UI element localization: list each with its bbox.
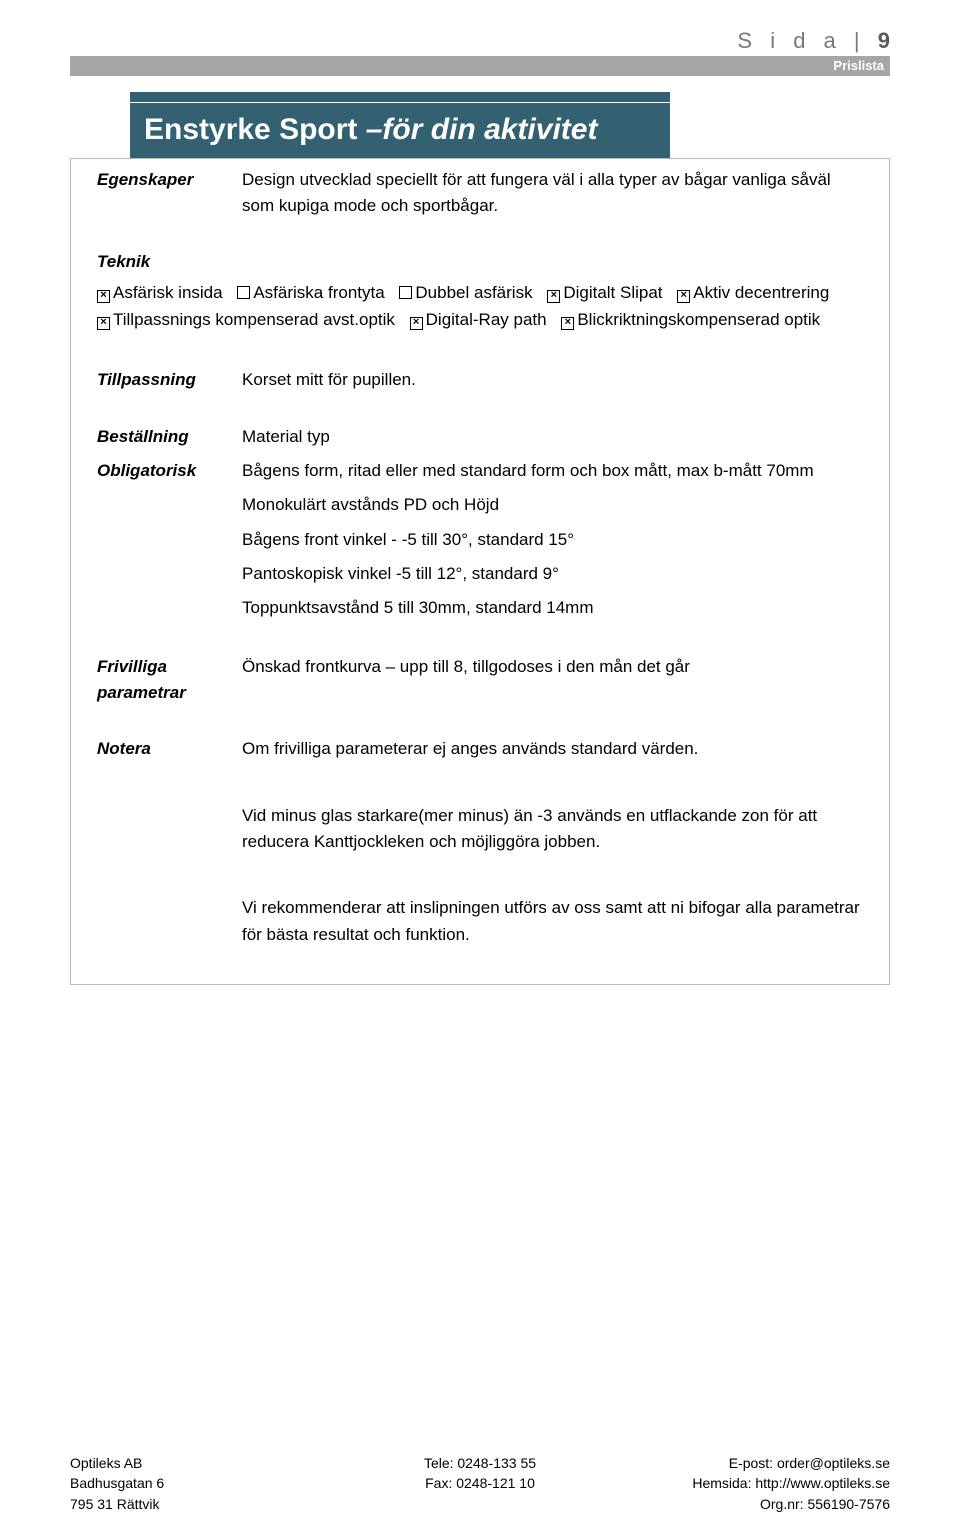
teknik-item: Blickriktningskompenserad optik	[577, 310, 820, 329]
prislista-banner: Prislista	[70, 56, 890, 76]
teknik-item: Tillpassnings kompenserad avst.optik	[113, 310, 395, 329]
checkbox-icon	[97, 317, 110, 330]
list-item: Bågens form, ritad eller med standard fo…	[242, 458, 863, 484]
notera-p1: Om frivilliga parameterar ej anges använ…	[242, 736, 863, 762]
label-tillpassning: Tillpassning	[97, 367, 242, 393]
text-notera2: Vid minus glas starkare(mer minus) än -3…	[242, 803, 863, 868]
title-accent	[130, 92, 670, 102]
label-obligatorisk: Obligatorisk	[97, 458, 242, 630]
footer-line: 795 31 Rättvik	[70, 1494, 343, 1514]
teknik-item: Digital-Ray path	[426, 310, 547, 329]
teknik-line2: Tillpassnings kompenserad avst.optik Dig…	[97, 306, 863, 333]
row-notera3: Vi rekommenderar att inslipningen utförs…	[97, 895, 863, 960]
label-frivilliga: Frivilliga parametrar	[97, 654, 242, 707]
list-item: Pantoskopisk vinkel -5 till 12°, standar…	[242, 561, 863, 587]
footer-center: Tele: 0248-133 55 Fax: 0248-121 10	[343, 1453, 616, 1514]
text-frivilliga: Önskad frontkurva – upp till 8, tillgodo…	[242, 654, 863, 707]
footer: Optileks AB Badhusgatan 6 795 31 Rättvik…	[70, 1453, 890, 1514]
footer-right: E-post: order@optileks.se Hemsida: http:…	[617, 1453, 890, 1514]
checkbox-icon	[97, 290, 110, 303]
content-box: Egenskaper Design utvecklad speciellt fö…	[70, 158, 890, 985]
footer-line: Hemsida: http://www.optileks.se	[617, 1473, 890, 1493]
row-notera2: Vid minus glas starkare(mer minus) än -3…	[97, 803, 863, 868]
row-tillpassning: Tillpassning Korset mitt för pupillen.	[97, 367, 863, 393]
teknik-item: Asfäriska frontyta	[253, 283, 384, 302]
notera-p3: Vi rekommenderar att inslipningen utförs…	[242, 895, 863, 948]
label-notera: Notera	[97, 736, 242, 774]
row-egenskaper: Egenskaper Design utvecklad speciellt fö…	[97, 167, 863, 220]
text-notera3: Vi rekommenderar att inslipningen utförs…	[242, 895, 863, 960]
title-band: Enstyrke Sport –för din aktivitet	[130, 102, 670, 159]
row-notera: Notera Om frivilliga parameterar ej ange…	[97, 736, 863, 774]
list-item: Bågens front vinkel - -5 till 30°, stand…	[242, 527, 863, 553]
title-wrap: Enstyrke Sport –för din aktivitet	[70, 92, 890, 159]
teknik-line1: Asfärisk insida Asfäriska frontyta Dubbe…	[97, 279, 863, 306]
teknik-item: Asfärisk insida	[113, 283, 223, 302]
title-part1: Enstyrke Sport	[144, 113, 366, 146]
list-item: Toppunktsavstånd 5 till 30mm, standard 1…	[242, 595, 863, 621]
label-spacer	[97, 803, 242, 868]
label-egenskaper: Egenskaper	[97, 167, 242, 220]
footer-line: Optileks AB	[70, 1453, 343, 1473]
checkbox-icon	[547, 290, 560, 303]
label-bestallning: Beställning	[97, 424, 242, 450]
label-teknik: Teknik	[97, 248, 863, 275]
footer-line: E-post: order@optileks.se	[617, 1453, 890, 1473]
label-spacer	[97, 895, 242, 960]
checkbox-icon	[399, 286, 412, 299]
row-obligatorisk: Obligatorisk Bågens form, ritad eller me…	[97, 458, 863, 630]
footer-line: Fax: 0248-121 10	[343, 1473, 616, 1493]
text-tillpassning: Korset mitt för pupillen.	[242, 367, 863, 393]
footer-left: Optileks AB Badhusgatan 6 795 31 Rättvik	[70, 1453, 343, 1514]
page-number: 9	[878, 28, 890, 53]
checkbox-icon	[410, 317, 423, 330]
text-bestallning: Material typ	[242, 424, 863, 450]
row-frivilliga: Frivilliga parametrar Önskad frontkurva …	[97, 654, 863, 707]
text-notera: Om frivilliga parameterar ej anges använ…	[242, 736, 863, 774]
title-part2: –för din aktivitet	[366, 113, 598, 146]
checkbox-icon	[561, 317, 574, 330]
row-bestallning: Beställning Material typ	[97, 424, 863, 450]
teknik-item: Digitalt Slipat	[563, 283, 662, 302]
page-sep: |	[842, 28, 878, 53]
footer-line: Badhusgatan 6	[70, 1473, 343, 1493]
notera-p2: Vid minus glas starkare(mer minus) än -3…	[242, 803, 863, 856]
footer-line: Tele: 0248-133 55	[343, 1453, 616, 1473]
checkbox-icon	[677, 290, 690, 303]
page-label: S i d a	[737, 28, 841, 53]
text-egenskaper: Design utvecklad speciellt för att funge…	[242, 167, 863, 220]
teknik-item: Dubbel asfärisk	[415, 283, 532, 302]
text-obligatorisk: Bågens form, ritad eller med standard fo…	[242, 458, 863, 630]
footer-line: Org.nr: 556190-7576	[617, 1494, 890, 1514]
checkbox-icon	[237, 286, 250, 299]
teknik-item: Aktiv decentrering	[693, 283, 829, 302]
page-number-line: S i d a | 9	[70, 28, 890, 54]
list-item: Monokulärt avstånds PD och Höjd	[242, 492, 863, 518]
teknik-block: Teknik Asfärisk insida Asfäriska frontyt…	[97, 248, 863, 334]
